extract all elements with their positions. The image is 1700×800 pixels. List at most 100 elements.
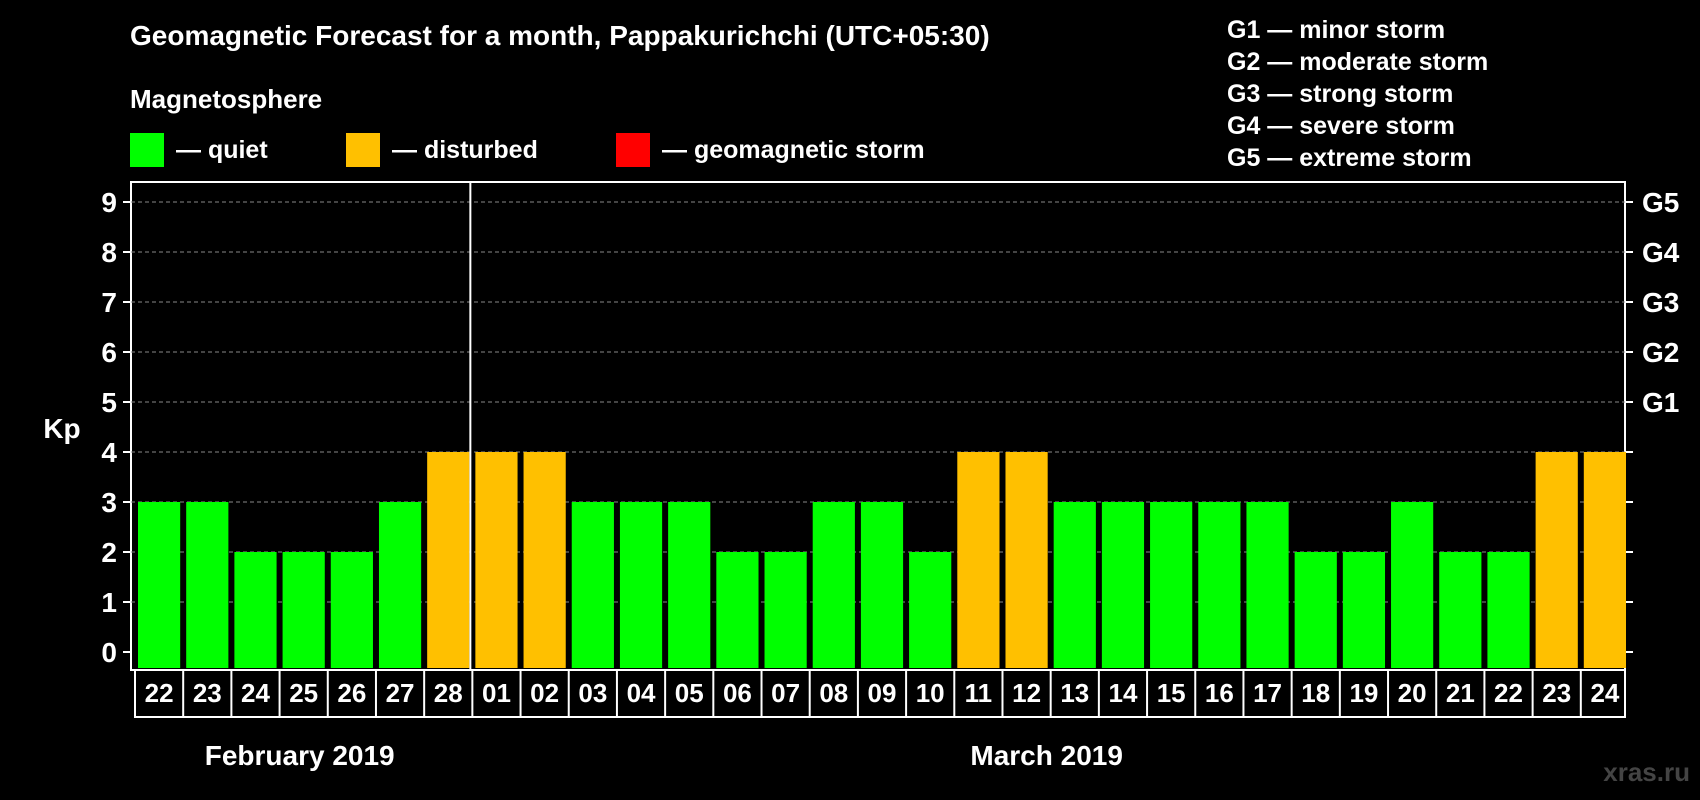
storm-scale-g1: G1 — minor storm (1227, 16, 1446, 44)
x-tick-label: 23 (1542, 678, 1571, 708)
storm-scale-g5: G5 — extreme storm (1227, 144, 1472, 172)
legend-disturbed-label: — disturbed (392, 135, 538, 164)
bar (812, 502, 855, 668)
x-tick-label: 07 (771, 678, 800, 708)
x-tick-label: 10 (916, 678, 945, 708)
bar (378, 502, 422, 668)
y-tick-label: 6 (101, 337, 117, 368)
bar (764, 552, 807, 668)
right-axis-label-g1: G1 (1642, 387, 1679, 418)
bar (475, 452, 518, 668)
bar (1246, 502, 1289, 668)
x-tick-label: 26 (337, 678, 366, 708)
legend-quiet-label: — quiet (176, 135, 268, 164)
right-axis-label-g4: G4 (1642, 237, 1680, 268)
x-tick-label: 25 (289, 678, 318, 708)
bar (1005, 452, 1048, 668)
x-tick-label: 03 (578, 678, 607, 708)
y-axis-title: Kp (43, 413, 80, 444)
x-tick-label: 05 (675, 678, 704, 708)
bar (619, 502, 663, 668)
legend-storm-swatch (616, 133, 650, 167)
bar (282, 552, 325, 668)
bar (1053, 502, 1096, 668)
legend-disturbed: — disturbed (346, 133, 538, 167)
bar (138, 502, 181, 668)
bar (1487, 552, 1530, 668)
x-tick-label: 28 (434, 678, 463, 708)
y-tick-label: 5 (101, 387, 117, 418)
x-tick-label: 22 (145, 678, 174, 708)
bar (1198, 502, 1241, 668)
x-tick-label: 20 (1398, 678, 1427, 708)
legend-disturbed-swatch (346, 133, 380, 167)
bar (1294, 552, 1337, 668)
bar (1150, 502, 1193, 668)
bar (186, 502, 229, 668)
bar (1583, 452, 1626, 668)
bar (571, 502, 614, 668)
y-tick-label: 9 (101, 187, 117, 218)
y-tick-label: 7 (101, 287, 117, 318)
bar (957, 452, 1000, 668)
storm-scale-g4: G4 — severe storm (1227, 112, 1455, 140)
bar (1391, 502, 1434, 668)
bar (909, 552, 952, 668)
y-tick-label: 4 (101, 437, 117, 468)
watermark: xras.ru (1603, 757, 1690, 787)
legend-quiet: — quiet (130, 133, 268, 167)
x-tick-label: 08 (819, 678, 848, 708)
bar (330, 552, 373, 668)
storm-scale-legend: G1 — minor storm G2 — moderate storm G3 … (1227, 14, 1488, 174)
bar (523, 452, 566, 668)
month-label: February 2019 (205, 740, 395, 771)
legend-storm-label: — geomagnetic storm (662, 135, 925, 164)
chart-subtitle: Magnetosphere (130, 84, 323, 114)
x-tick-label: 18 (1301, 678, 1330, 708)
x-tick-label: 04 (627, 678, 656, 708)
x-tick-label: 15 (1157, 678, 1186, 708)
x-tick-label: 14 (1109, 678, 1138, 708)
chart-title: Geomagnetic Forecast for a month, Pappak… (130, 20, 990, 51)
bar (668, 502, 711, 668)
x-tick-label: 24 (241, 678, 270, 708)
x-tick-label: 21 (1446, 678, 1475, 708)
y-tick-label: 0 (101, 637, 117, 668)
x-tick-label: 24 (1590, 678, 1619, 708)
bar (860, 502, 904, 668)
bar (1535, 452, 1578, 668)
x-tick-label: 11 (965, 678, 993, 708)
x-tick-label: 22 (1494, 678, 1523, 708)
x-tick-label: 06 (723, 678, 752, 708)
x-tick-label: 12 (1012, 678, 1041, 708)
x-tick-label: 09 (868, 678, 897, 708)
y-tick-label: 8 (101, 237, 117, 268)
bar (716, 552, 759, 668)
x-tick-label: 19 (1349, 678, 1378, 708)
legend-quiet-swatch (130, 133, 164, 167)
storm-scale-g2: G2 — moderate storm (1227, 48, 1489, 76)
bar (427, 452, 470, 668)
x-tick-label: 16 (1205, 678, 1234, 708)
right-axis-label-g3: G3 (1642, 287, 1679, 318)
x-tick-label: 01 (482, 678, 511, 708)
bar (1101, 502, 1145, 668)
bar (1342, 552, 1386, 668)
right-axis-label-g2: G2 (1642, 337, 1679, 368)
bar (234, 552, 277, 668)
y-tick-label: 1 (101, 587, 117, 618)
date-axis-frame (134, 669, 1626, 718)
right-axis-label-g5: G5 (1642, 187, 1679, 218)
month-label: March 2019 (970, 740, 1123, 771)
x-tick-label: 02 (530, 678, 559, 708)
x-tick-label: 17 (1253, 678, 1282, 708)
legend-storm: — geomagnetic storm (616, 133, 925, 167)
x-tick-label: 23 (193, 678, 222, 708)
storm-scale-g3: G3 — strong storm (1227, 80, 1454, 108)
x-tick-label: 27 (386, 678, 415, 708)
y-tick-label: 3 (101, 487, 117, 518)
bar (1439, 552, 1482, 668)
y-tick-label: 2 (101, 537, 117, 568)
x-tick-label: 13 (1060, 678, 1089, 708)
